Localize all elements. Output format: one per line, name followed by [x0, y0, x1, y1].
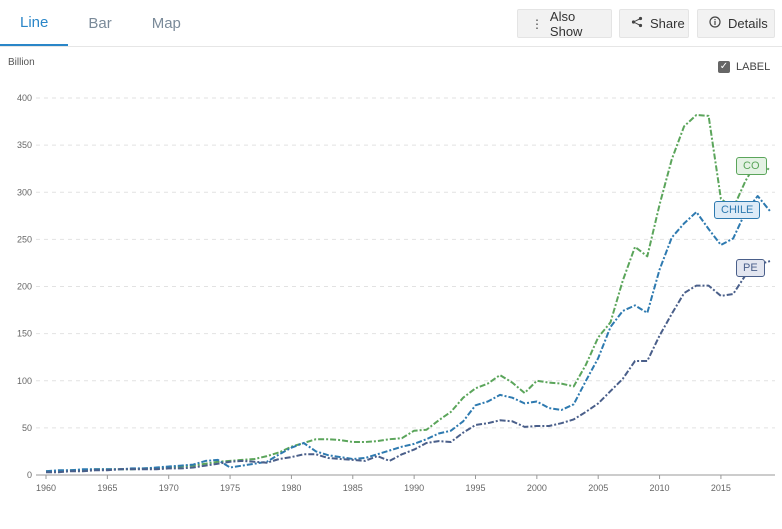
- series-label-chile: CHILE: [714, 201, 761, 220]
- x-tick-label: 1990: [404, 483, 424, 493]
- y-tick-label: 150: [17, 329, 32, 339]
- share-icon: [630, 16, 644, 31]
- y-tick-label: 200: [17, 282, 32, 292]
- tab-divider: [0, 46, 782, 47]
- y-tick-label: 400: [17, 93, 32, 103]
- x-tick-label: 1975: [220, 483, 240, 493]
- chart-type-tabs: Line Bar Map: [0, 0, 201, 46]
- series-line-chile: [45, 195, 771, 473]
- y-tick-label: 50: [22, 423, 32, 433]
- y-tick-label: 350: [17, 140, 32, 150]
- x-tick-label: 2015: [711, 483, 731, 493]
- x-tick-label: 1995: [465, 483, 485, 493]
- x-tick-label: 1985: [343, 483, 363, 493]
- x-tick-label: 2010: [650, 483, 670, 493]
- y-axis-unit-label: Billion: [8, 57, 35, 68]
- x-tick-label: 2000: [527, 483, 547, 493]
- also-show-label: Also Show: [549, 8, 583, 39]
- info-icon: [708, 16, 722, 31]
- y-tick-label: 0: [27, 470, 32, 480]
- x-tick-label: 1960: [36, 483, 56, 493]
- more-vertical-icon: ⋮: [530, 16, 543, 31]
- x-tick-label: 2005: [588, 483, 608, 493]
- tab-map[interactable]: Map: [151, 14, 181, 32]
- tab-bar[interactable]: Bar: [88, 14, 112, 32]
- also-show-button[interactable]: ⋮ Also Show: [517, 8, 612, 39]
- x-tick-label: 1970: [159, 483, 179, 493]
- series-label-pe: PE: [736, 259, 765, 278]
- y-tick-label: 250: [17, 234, 32, 244]
- details-label: Details: [728, 16, 768, 31]
- series-line-co: [46, 114, 771, 473]
- label-toggle-text: LABEL: [736, 61, 771, 73]
- details-button[interactable]: Details: [697, 9, 775, 38]
- share-button[interactable]: Share: [619, 9, 689, 38]
- tab-line[interactable]: Line: [0, 0, 69, 46]
- share-label: Share: [650, 16, 685, 31]
- series-line-pe: [46, 260, 771, 474]
- series-label-co: CO: [736, 156, 767, 175]
- x-tick-label: 1965: [97, 483, 117, 493]
- y-tick-label: 300: [17, 187, 32, 197]
- checkbox-checked-icon[interactable]: ✓: [718, 61, 730, 73]
- y-tick-label: 100: [17, 376, 32, 386]
- x-tick-label: 1980: [281, 483, 301, 493]
- label-toggle[interactable]: ✓ LABEL: [718, 61, 770, 73]
